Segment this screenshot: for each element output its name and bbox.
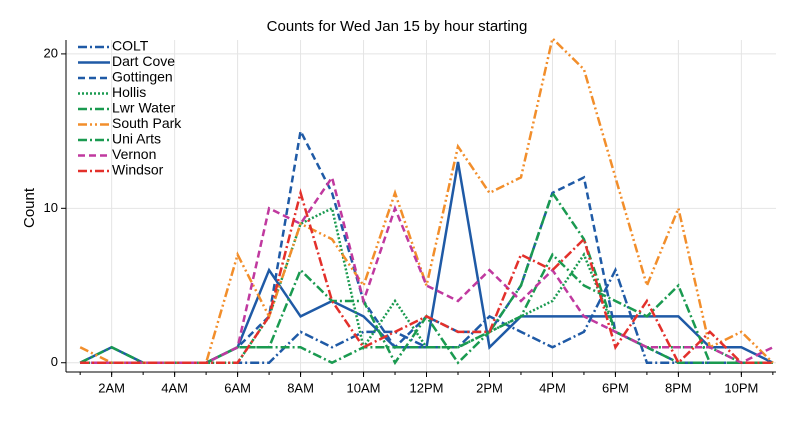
legend-label: Lwr Water <box>112 100 176 116</box>
x-tick-label: 2AM <box>98 380 125 395</box>
legend-label: Dart Cove <box>112 53 175 69</box>
x-tick-label: 8AM <box>287 380 314 395</box>
legend-label: Vernon <box>112 146 156 162</box>
x-tick-label: 10AM <box>347 380 381 395</box>
x-tick-label: 6AM <box>224 380 251 395</box>
y-tick-label: 20 <box>44 45 58 60</box>
x-tick-label: 2PM <box>476 380 503 395</box>
x-tick-label: 12PM <box>410 380 444 395</box>
x-tick-label: 10PM <box>724 380 758 395</box>
series-line <box>79 35 774 364</box>
x-tick-label: 4AM <box>161 380 188 395</box>
x-tick-label: 4PM <box>539 380 566 395</box>
legend-label: Hollis <box>112 84 146 100</box>
legend-label: Uni Arts <box>112 131 161 147</box>
legend-label: South Park <box>112 115 182 131</box>
series-line <box>80 188 773 365</box>
legend-label: Windsor <box>112 162 164 178</box>
y-tick-label: 10 <box>44 200 58 215</box>
y-tick-label: 0 <box>51 354 58 369</box>
y-axis-label: Count <box>21 187 38 228</box>
legend-label: Gottingen <box>112 69 173 85</box>
x-tick-label: 6PM <box>602 380 629 395</box>
chart-title: Counts for Wed Jan 15 by hour starting <box>267 18 528 35</box>
legend-label: COLT <box>112 38 149 54</box>
x-tick-label: 8PM <box>665 380 692 395</box>
